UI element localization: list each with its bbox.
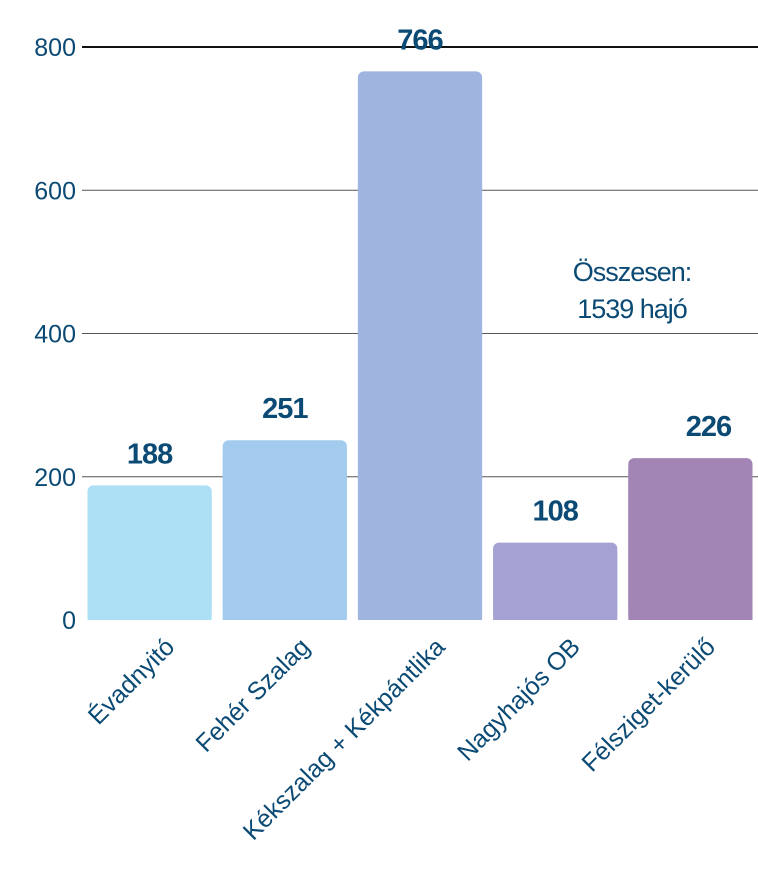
x-tick-label: Évadnyitó: [82, 632, 180, 730]
y-tick-label: 600: [34, 177, 76, 205]
bar-body: [357, 81, 483, 621]
data-label: 251: [262, 393, 308, 425]
y-tick-label: 800: [34, 34, 76, 62]
bar-body: [493, 552, 618, 620]
x-tick-label: Nagyhajós OB: [452, 633, 586, 767]
value-labels: 188 251 766 108 226: [127, 24, 733, 528]
bar-body: [222, 450, 347, 620]
y-tick-label: 0: [62, 607, 76, 635]
total-annotation-line1: Összesen:: [573, 257, 692, 287]
bars: [87, 71, 753, 621]
bar-body: [87, 495, 212, 620]
data-label: 766: [397, 24, 443, 56]
data-label: 108: [533, 496, 579, 528]
x-tick-label: Fehér Szalag: [190, 633, 315, 758]
x-tick-label: Félsziget-kerülő: [576, 633, 721, 778]
bar-body: [628, 468, 753, 620]
y-tick-label: 200: [34, 464, 76, 492]
y-tick-label: 400: [34, 321, 76, 349]
data-label: 226: [686, 411, 732, 443]
y-axis-ticks: 0 200 400 600 800: [34, 34, 76, 635]
total-annotation-line2: 1539 hajó: [577, 294, 687, 324]
data-label: 188: [127, 438, 173, 470]
